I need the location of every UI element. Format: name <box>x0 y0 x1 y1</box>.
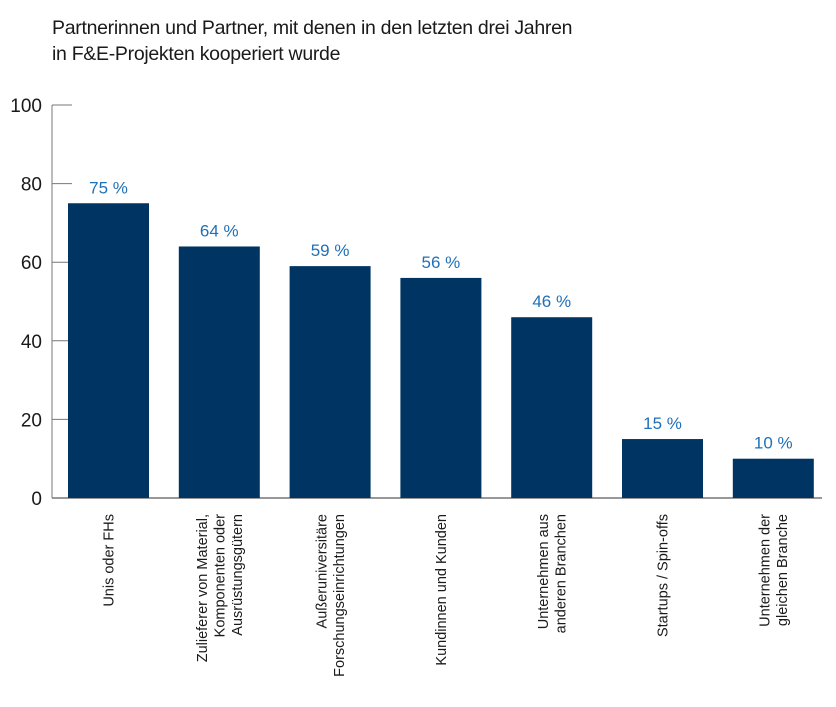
category-label-line: Außeruniversitäre <box>314 514 330 628</box>
bar <box>511 317 593 498</box>
y-tick-label: 40 <box>21 332 42 353</box>
y-tick-label: 0 <box>31 489 42 510</box>
category-label: Startups / Spin-offs <box>656 514 672 637</box>
value-label: 46 % <box>532 292 571 311</box>
bars <box>68 203 814 498</box>
category-label: Unternehmen der gleichen Branche <box>758 514 792 627</box>
category-label: Zulieferer von Material, Komponenten oder… <box>195 514 246 662</box>
value-label: 15 % <box>643 414 682 433</box>
category-label: Außeruniversitäre Forschungseinrichtungen <box>314 514 348 677</box>
value-label: 10 % <box>754 434 793 453</box>
value-label: 75 % <box>89 178 128 197</box>
bar <box>622 439 703 498</box>
y-tick-label: 60 <box>21 253 42 274</box>
chart-title-line-1: Partnerinnen und Partner, mit denen in d… <box>52 17 573 39</box>
category-label-line: Unternehmen der <box>758 514 774 627</box>
category-label-line: Startups / Spin-offs <box>656 514 672 637</box>
category-label-line: Unternehmen aus <box>536 514 552 629</box>
bar <box>289 266 371 498</box>
category-label-line: Kundinnen und Kunden <box>434 514 450 666</box>
y-tick-label: 20 <box>21 410 42 431</box>
value-label: 64 % <box>200 221 239 240</box>
category-label-line: Zulieferer von Material, <box>195 514 211 662</box>
category-label-line: Ausrüstungsgütern <box>230 514 246 636</box>
category-label-line: gleichen Branche <box>775 514 791 626</box>
category-label: Kundinnen und Kunden <box>434 514 450 666</box>
category-label-line: anderen Branchen <box>553 514 569 633</box>
category-label-line: Forschungseinrichtungen <box>332 514 348 677</box>
bar <box>178 246 260 498</box>
category-label: Unis oder FHs <box>102 514 118 607</box>
y-tick-label: 80 <box>21 175 42 196</box>
value-label: 59 % <box>311 241 350 260</box>
chart-title: Partnerinnen und Partner, mit denen in d… <box>52 15 572 67</box>
value-label: 56 % <box>422 253 461 272</box>
category-label-line: Unis oder FHs <box>102 514 118 607</box>
y-tick-label: 100 <box>10 96 42 117</box>
chart-title-line-2: in F&E-Projekten kooperiert wurde <box>52 43 341 65</box>
value-labels: 75 % 64 % 59 % 56 % 46 % 15 % 10 % <box>89 178 793 452</box>
bar <box>68 203 149 498</box>
category-label-line: Komponenten oder <box>212 514 228 638</box>
bar <box>732 458 814 498</box>
category-label: Unternehmen aus anderen Branchen <box>536 514 570 633</box>
category-labels: Unis oder FHs Zulieferer von Material, Kom… <box>102 514 792 677</box>
bar <box>400 277 482 498</box>
